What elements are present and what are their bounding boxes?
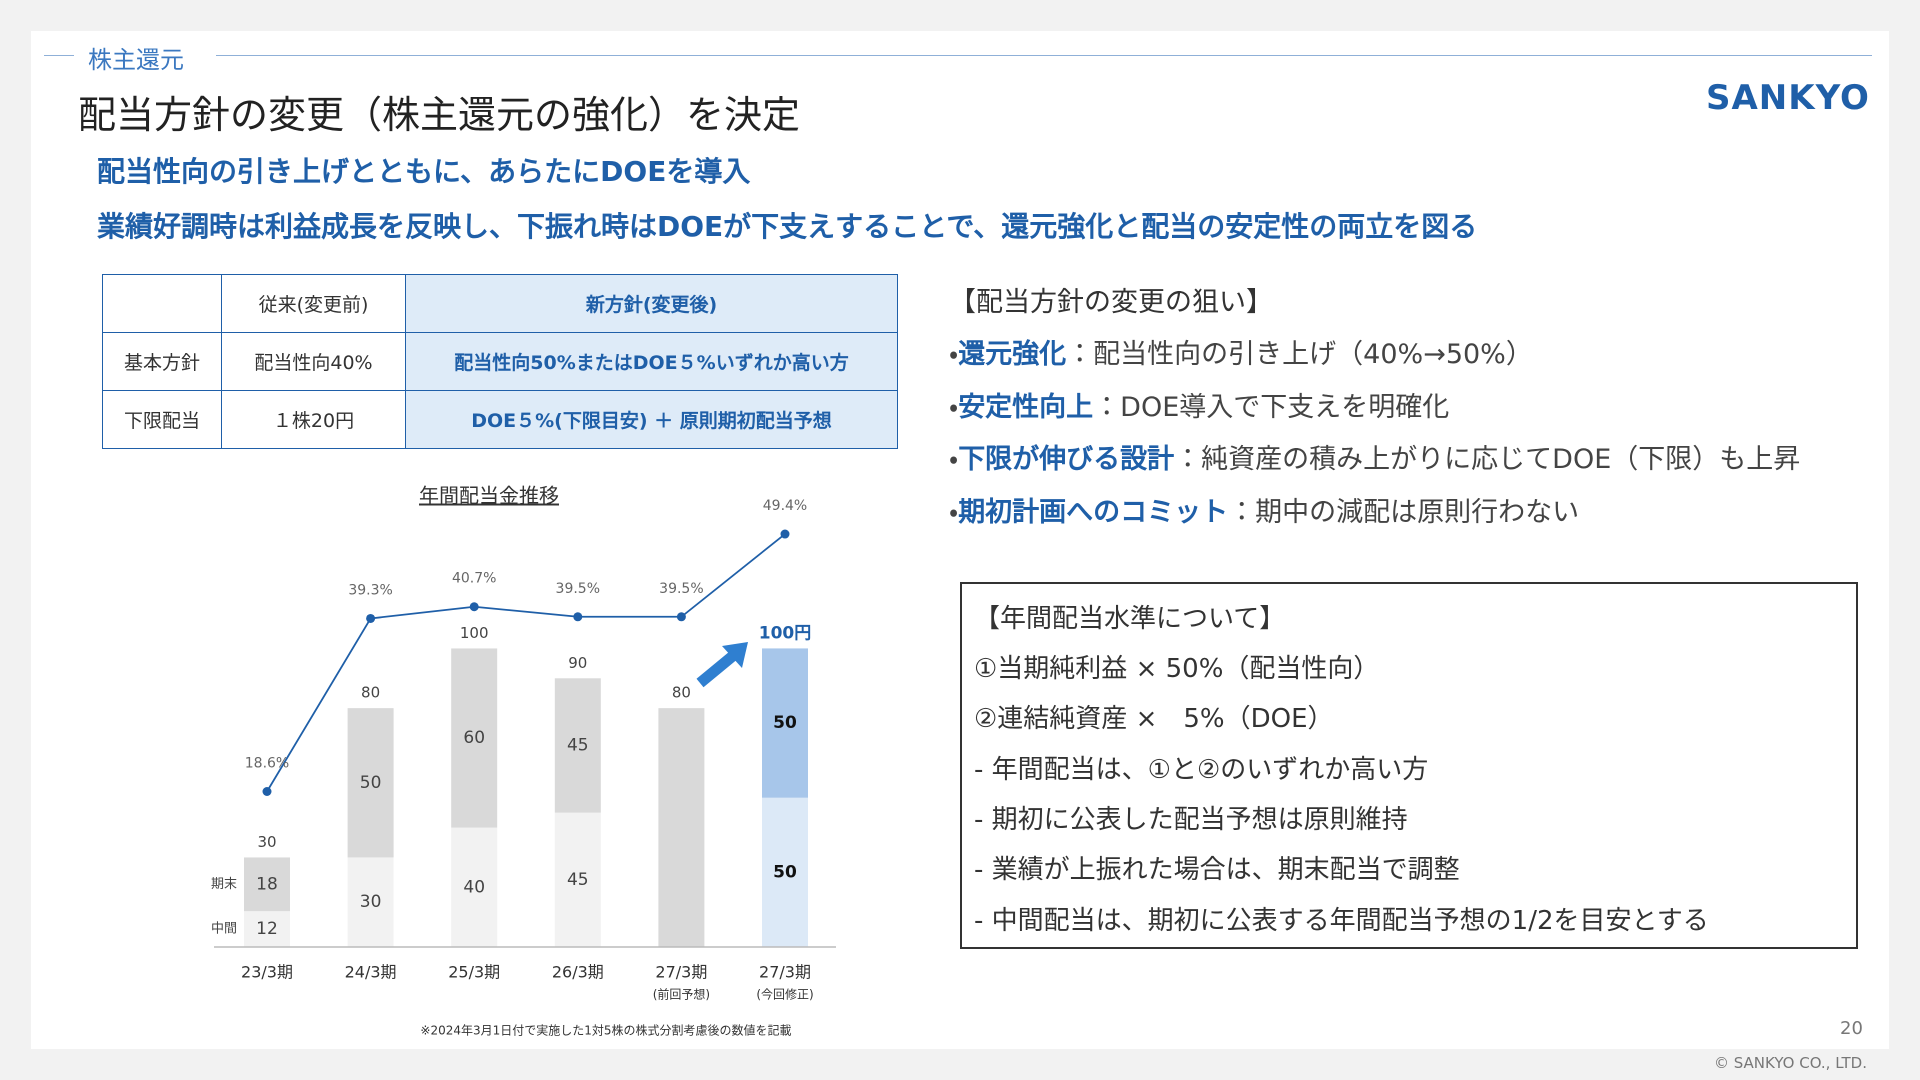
bar-segment — [244, 857, 290, 912]
logo: SANKYO — [1706, 78, 1870, 118]
payout-point — [262, 787, 272, 797]
legend-label: 中間 — [211, 922, 237, 937]
table-cell — [102, 274, 222, 333]
aim-term: 還元強化 — [958, 339, 1067, 370]
bar-segment — [244, 911, 290, 947]
table-cell: 配当性向50%またはDOE５%いずれか高い方 — [405, 332, 898, 391]
slide-title: 配当方針の変更（株主還元の強化）を決定 — [78, 93, 801, 137]
page-number: 20 — [1840, 1018, 1863, 1039]
payout-label: 39.3% — [348, 582, 392, 598]
segment-label: 45 — [567, 870, 589, 890]
aim-term: 期初計画へのコミット — [958, 496, 1229, 528]
total-label: 80 — [361, 684, 380, 702]
bar-segment — [451, 827, 498, 947]
lead-text: 配当性向の引き上げとともに、あらたにDOEを導入 — [97, 155, 751, 188]
aim-item: ・安定性向上：DOE導入で下支えを明確化 — [949, 385, 1449, 424]
bar-segment — [347, 708, 394, 858]
aim-item: ・期初計画へのコミット：期中の減配は原則行わない — [949, 490, 1579, 529]
total-label: 30 — [257, 833, 276, 851]
x-tick-label: 23/3期 — [241, 963, 293, 982]
segment-label: 50 — [773, 862, 797, 882]
payout-point — [469, 602, 479, 612]
section-rule — [216, 55, 1872, 56]
x-tick-label: 24/3期 — [345, 963, 397, 982]
bar-segment — [451, 648, 498, 828]
box-line: - 年間配当は、①と②のいずれか高い方 — [974, 754, 1429, 785]
segment-label: 30 — [360, 892, 382, 912]
table-cell: １株20円 — [221, 390, 406, 449]
payout-label: 18.6% — [245, 756, 289, 772]
segment-label: 18 — [256, 874, 278, 894]
payout-label: 49.4% — [763, 498, 807, 514]
bullet: ・ — [949, 391, 959, 423]
segment-label: 50 — [360, 773, 382, 793]
payout-point — [366, 613, 376, 623]
bar-segment — [347, 857, 394, 947]
table-cell: 従来(変更前) — [221, 274, 406, 333]
section-rule — [44, 55, 74, 56]
lead-text: 業績好調時は利益成長を反映し、下振れ時はDOEが下支えすることで、還元強化と配当… — [97, 210, 1478, 243]
aim-text: ：期中の減配は原則行わない — [1228, 496, 1580, 528]
x-tick-label: 25/3期 — [448, 963, 500, 982]
total-label: 90 — [568, 654, 587, 672]
chart-note: ※2024年3月1日付で実施した1対5株の株式分割考慮後の数値を記載 — [420, 1023, 791, 1038]
payout-label: 39.5% — [659, 581, 703, 597]
box-line: ②連結純資産 × 5%（DOE） — [974, 704, 1334, 735]
aim-text: ：純資産の積み上がりに応じてDOE（下限）も上昇 — [1174, 444, 1801, 475]
payout-point — [780, 529, 790, 539]
table-cell: 新方針(変更後) — [405, 274, 898, 333]
payout-label: 39.5% — [556, 581, 600, 597]
x-tick-label: 27/3期 — [655, 963, 707, 982]
aim-term: 安定性向上 — [958, 391, 1094, 423]
box-line: ①当期純利益 × 50%（配当性向） — [974, 654, 1380, 684]
x-tick-label: 27/3期 — [759, 963, 811, 982]
bullet: ・ — [949, 444, 959, 475]
segment-label: 45 — [567, 735, 589, 755]
bullet: ・ — [949, 339, 959, 370]
policy-table: 従来(変更前) 新方針(変更後) 基本方針 配当性向40% 配当性向50%またはDOE… — [102, 274, 898, 449]
payout-point — [676, 612, 686, 622]
bar-segment — [762, 648, 808, 798]
bar — [658, 708, 705, 947]
bar-segment — [554, 812, 601, 947]
box-heading: 【年間配当水準について】 — [974, 604, 1286, 634]
box-line: - 業績が上振れた場合は、期末配当で調整 — [974, 855, 1460, 886]
aim-text: ：DOE導入で下支えを明確化 — [1093, 391, 1450, 423]
aim-item: ・還元強化：配当性向の引き上げ（40%→50%） — [949, 332, 1533, 371]
total-label: 100 — [460, 624, 489, 642]
aim-item: ・下限が伸びる設計：純資産の積み上がりに応じてDOE（下限）も上昇 — [949, 437, 1800, 476]
payout-line — [266, 533, 786, 792]
chart-title: 年間配当金推移 — [419, 484, 559, 508]
trend-arrow-head — [722, 642, 748, 668]
section-label: 株主還元 — [88, 46, 184, 74]
x-tick-label: 26/3期 — [552, 963, 604, 982]
x-tick-sublabel: (前回予想) — [653, 987, 710, 1002]
table-cell: 下限配当 — [102, 390, 222, 449]
aims-heading: 【配当方針の変更の狙い】 — [949, 287, 1273, 318]
level-box — [960, 582, 1858, 949]
segment-label: 60 — [463, 728, 485, 748]
payout-label: 40.7% — [452, 571, 496, 587]
payout-point — [573, 612, 583, 622]
legend-label: 期末 — [211, 877, 237, 892]
segment-label: 50 — [773, 713, 797, 733]
segment-label: 12 — [256, 919, 278, 939]
aim-term: 下限が伸びる設計 — [958, 444, 1175, 475]
segment-label: 40 — [463, 877, 485, 897]
box-line: - 中間配当は、期初に公表する年間配当予想の1/2を目安とする — [974, 905, 1709, 936]
box-line: - 期初に公表した配当予想は原則維持 — [974, 804, 1408, 835]
bullet: ・ — [949, 496, 959, 528]
x-tick-sublabel: (今回修正) — [756, 987, 813, 1002]
bar-segment — [554, 678, 601, 813]
total-label: 100円 — [759, 623, 812, 643]
aim-text: ：配当性向の引き上げ（40%→50%） — [1066, 339, 1533, 370]
copyright: © SANKYO CO., LTD. — [1713, 1054, 1867, 1072]
bar-segment — [762, 797, 808, 947]
table-cell: DOE５%(下限目安) ＋ 原則期初配当予想 — [405, 390, 898, 449]
total-label: 80 — [672, 684, 691, 702]
